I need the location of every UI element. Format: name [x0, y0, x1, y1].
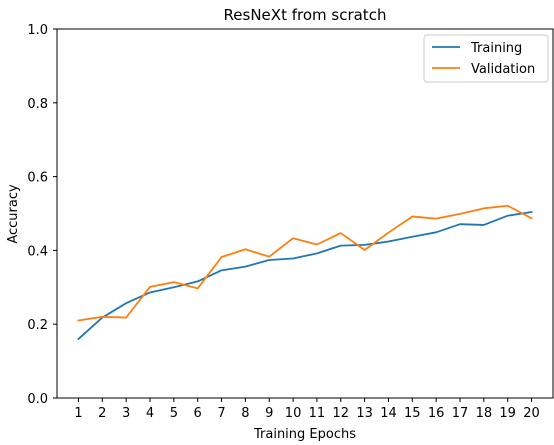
y-tick-label: 1.0 [27, 23, 48, 38]
legend-label-training: Training [470, 41, 522, 56]
series-line-training [77, 210, 533, 341]
x-tick-label: 12 [332, 406, 349, 421]
x-tick-label: 16 [428, 406, 445, 421]
x-tick-label: 19 [499, 406, 516, 421]
legend: Training Validation [423, 34, 549, 83]
chart-title: ResNeXt from scratch [224, 6, 387, 24]
x-axis-label: Training Epochs [253, 427, 356, 442]
plot-frame [56, 28, 554, 399]
legend-label-validation: Validation [471, 62, 535, 77]
x-tick-label: 7 [217, 406, 225, 421]
x-tick-label: 14 [380, 406, 397, 421]
x-tick-label: 11 [309, 406, 326, 421]
x-tick-label: 15 [404, 406, 421, 421]
y-tick-label: 0.4 [27, 244, 48, 259]
x-tick-label: 9 [265, 406, 273, 421]
x-tick-label: 18 [476, 406, 493, 421]
y-axis-label: Accuracy [6, 184, 21, 244]
x-tick-label: 10 [285, 406, 302, 421]
y-tick-label: 0.6 [27, 171, 48, 186]
x-tick-label: 8 [241, 406, 249, 421]
x-tick-label: 3 [122, 406, 130, 421]
y-tick-label: 0.2 [27, 318, 48, 333]
x-tick-label: 1 [74, 406, 82, 421]
plot-area: 1 2 3 4 5 6 7 8 9 10 11 12 13 14 15 16 17 18 19 200.00.20.4… [27, 23, 554, 421]
x-tick-label: 5 [170, 406, 178, 421]
x-tick-label: 4 [146, 406, 154, 421]
y-tick-label: 0.8 [27, 97, 48, 112]
x-tick-label: 2 [98, 406, 106, 421]
x-tick-label: 6 [194, 406, 202, 421]
y-tick-label: 0.0 [27, 392, 48, 407]
x-tick-label: 13 [356, 406, 373, 421]
x-tick-label: 17 [452, 406, 469, 421]
x-tick-label: 20 [523, 406, 540, 421]
series-line-validation [77, 204, 533, 322]
